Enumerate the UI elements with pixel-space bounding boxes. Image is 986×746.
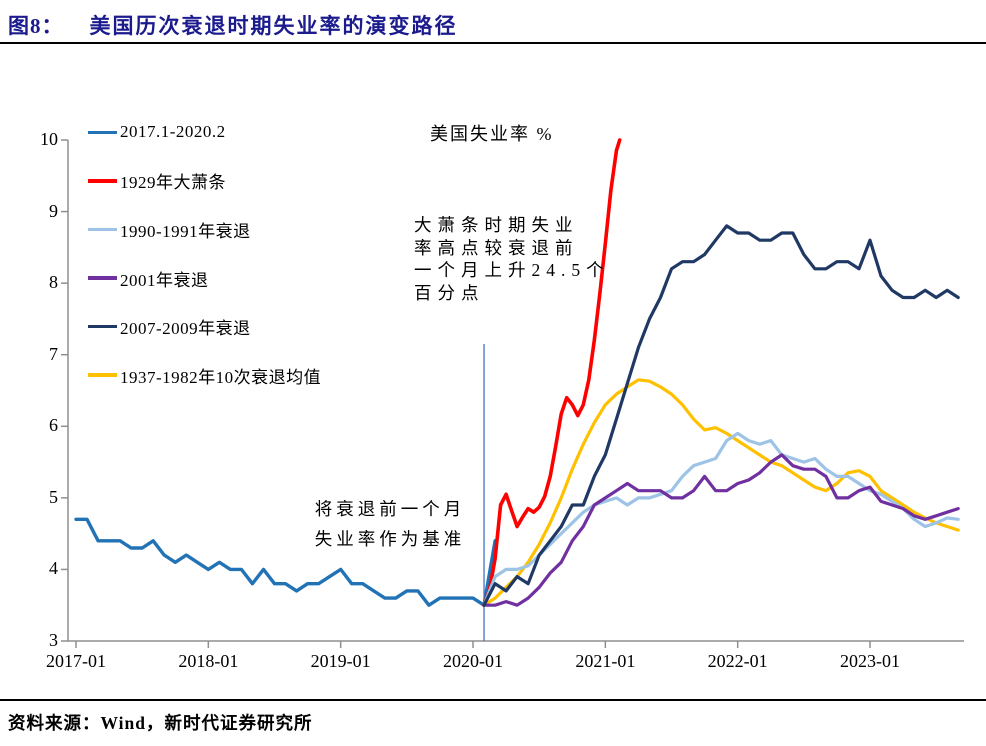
x-tick-label: 2023-01 [840, 651, 901, 671]
annotation-baseline: 将衰退前一个月 失业率作为基准 [300, 494, 480, 554]
x-tick-label: 2020-01 [443, 651, 503, 671]
chart-svg [61, 138, 964, 648]
series-line-1 [482, 138, 622, 608]
series-line-3 [482, 453, 960, 607]
series-line-5 [482, 378, 960, 607]
y-tick-label: 3 [49, 630, 58, 650]
legend-swatch-icon [88, 373, 117, 378]
legend-item: 1929年大萧条 [88, 157, 321, 206]
unemployment-chart: 美国失业率 % 2017.1-2020.2 1929年大萧条 1990-1991年衰… [0, 44, 986, 694]
chart-title: 美国失业率 % [430, 124, 554, 144]
legend-item: 1937-1982年10次衰退均值 [88, 351, 321, 400]
legend-label: 2017.1-2020.2 [120, 122, 226, 142]
legend-item: 2007-2009年衰退 [88, 302, 321, 351]
annotation-line: 率高点较衰退前 [414, 237, 579, 258]
title-divider [0, 42, 986, 44]
legend-swatch-icon [88, 179, 117, 183]
y-tick-label: 7 [49, 343, 58, 364]
annotation-line: 百分点 [414, 282, 485, 303]
annotation-line: 将衰退前一个月 [314, 499, 466, 519]
y-tick-label: 5 [49, 486, 58, 507]
legend-item: 2001年衰退 [88, 254, 321, 303]
legend-item: 2017.1-2020.2 [88, 108, 321, 157]
annotation-depression: 大萧条时期失业 率高点较衰退前 一个月上升24.5个 百分点 [414, 214, 610, 304]
y-tick-label: 6 [49, 415, 58, 436]
page-title: 美国历次衰退时期失业率的演变路径 [89, 14, 458, 38]
y-tick-label: 4 [49, 558, 58, 579]
x-tick-label: 2021-01 [575, 651, 636, 671]
legend-swatch-icon [88, 227, 117, 232]
legend-swatch-icon [88, 130, 117, 135]
legend-swatch-icon [88, 276, 117, 280]
figure-header: 图8： 美国历次衰退时期失业率的演变路径 [8, 10, 978, 40]
y-tick-label: 10 [40, 129, 58, 149]
series-line-0 [74, 517, 497, 607]
legend-label: 1929年大萧条 [120, 173, 226, 193]
annotation-line: 一个月上升24.5个 [414, 260, 610, 280]
y-tick-label: 8 [49, 272, 58, 293]
legend-label: 1990-1991年衰退 [120, 221, 251, 241]
series-line-4 [482, 224, 960, 607]
x-tick-label: 2018-01 [178, 651, 239, 671]
x-tick-label: 2022-01 [707, 651, 768, 671]
x-tick-label: 2017-01 [46, 651, 106, 671]
source-note: 资料来源：Wind，新时代证券研究所 [8, 713, 313, 733]
legend-swatch-icon [88, 324, 117, 329]
series-line-2 [482, 431, 960, 607]
x-tick-label: 2019-01 [310, 651, 371, 671]
annotation-line: 失业率作为基准 [314, 529, 466, 549]
legend-label: 1937-1982年10次衰退均值 [120, 367, 322, 387]
figure-label: 图8： [8, 14, 64, 38]
legend-item: 1990-1991年衰退 [88, 205, 321, 254]
chart-legend: 2017.1-2020.2 1929年大萧条 1990-1991年衰退 2001年衰退… [88, 108, 321, 400]
footer-divider [0, 699, 986, 701]
annotation-line: 大萧条时期失业 [414, 215, 579, 235]
legend-label: 2001年衰退 [120, 270, 209, 290]
y-tick-label: 9 [49, 200, 58, 221]
legend-label: 2007-2009年衰退 [120, 319, 251, 339]
